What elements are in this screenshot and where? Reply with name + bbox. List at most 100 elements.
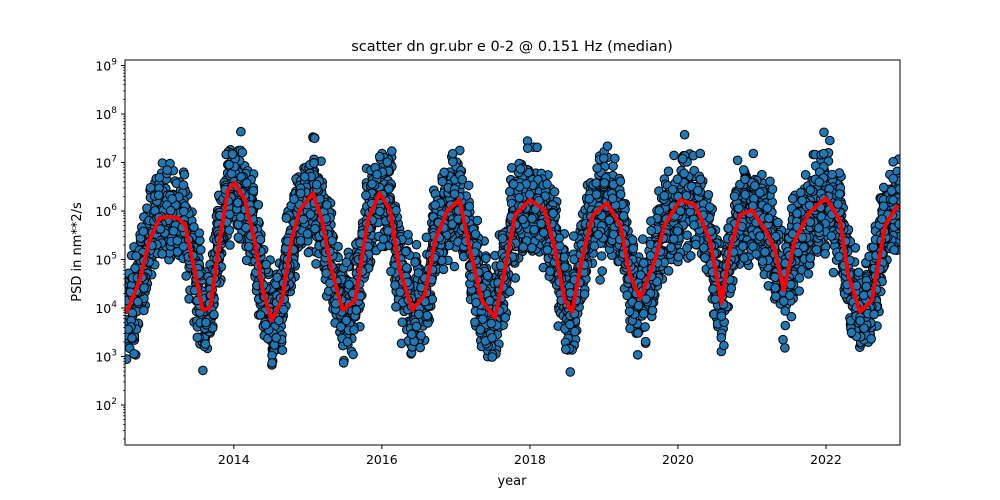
scatter-point	[524, 189, 535, 200]
scatter-point	[374, 151, 385, 162]
scatter-point	[227, 149, 238, 160]
scatter-point	[602, 141, 613, 151]
scatter-point	[785, 290, 795, 301]
scatter-point	[723, 223, 734, 233]
scatter-point	[447, 148, 458, 159]
scatter-point	[618, 211, 629, 221]
scatter-point	[438, 264, 449, 275]
scatter-point	[716, 311, 727, 322]
scatter-point	[565, 319, 575, 330]
scatter-point	[770, 283, 781, 293]
scatter-point	[786, 311, 797, 322]
scatter-point	[767, 184, 778, 194]
scatter-point	[592, 163, 602, 173]
scatter-point	[560, 262, 570, 272]
scatter-point	[750, 181, 760, 191]
scatter-point	[139, 283, 149, 293]
scatter-point	[463, 180, 474, 191]
scatter-point	[139, 305, 149, 316]
scatter-point	[470, 229, 481, 239]
scatter-point	[414, 309, 424, 320]
scatter-point	[416, 330, 426, 341]
scatter-point	[826, 231, 837, 241]
scatter-point	[719, 340, 729, 351]
scatter-point	[597, 266, 608, 276]
scatter-point	[224, 225, 235, 235]
scatter-point	[633, 300, 644, 311]
scatter-point	[570, 326, 580, 337]
scatter-point	[625, 323, 635, 334]
scatter-point	[179, 169, 190, 180]
scatter-point	[673, 252, 684, 262]
scatter-point	[666, 242, 676, 253]
scatter-point	[794, 286, 805, 296]
scatter-point	[778, 334, 788, 345]
scatter-point	[595, 275, 605, 285]
scatter-point	[482, 270, 493, 281]
scatter-point	[397, 317, 408, 328]
scatter-point	[780, 320, 791, 331]
scatter-point	[439, 167, 450, 178]
scatter-point	[765, 176, 775, 187]
scatter-point	[253, 200, 264, 210]
scatter-point	[561, 344, 571, 355]
scatter-point	[565, 367, 576, 377]
scatter-point	[181, 271, 191, 281]
scatter-point	[760, 247, 770, 257]
scatter-point	[309, 133, 320, 143]
chart-title: scatter dn gr.ubr e 0-2 @ 0.151 Hz (medi…	[351, 39, 673, 55]
scatter-point	[333, 241, 343, 252]
scatter-point	[672, 226, 683, 236]
scatter-point	[413, 268, 424, 278]
scatter-point	[198, 365, 208, 376]
scatter-point	[387, 146, 397, 156]
scatter-point	[348, 349, 358, 360]
scatter-point	[828, 267, 839, 278]
scatter-point	[803, 269, 814, 279]
scatter-point	[178, 180, 189, 190]
scatter-point	[593, 229, 604, 240]
scatter-point	[341, 257, 352, 268]
scatter-point	[145, 182, 156, 193]
scatter-point	[138, 226, 149, 237]
scatter-point	[579, 289, 590, 299]
scatter-point	[481, 253, 491, 264]
scatter-point	[338, 358, 349, 368]
scatter-point	[827, 169, 837, 180]
scatter-point	[646, 216, 656, 226]
scatter-point	[646, 225, 657, 236]
scatter-point	[811, 244, 822, 255]
scatter-point	[154, 172, 165, 183]
scatter-point	[395, 287, 406, 298]
scatter-point	[888, 157, 899, 167]
scatter-point	[640, 336, 651, 347]
scatter-point	[632, 350, 643, 360]
scatter-point	[703, 190, 714, 200]
scatter-point	[274, 315, 284, 326]
scatter-point	[401, 263, 412, 273]
scatter-point	[771, 291, 781, 302]
scatter-point	[514, 192, 525, 203]
scatter-point	[800, 170, 811, 180]
scatter-point	[636, 270, 646, 280]
scatter-point	[805, 185, 816, 195]
scatter-point	[411, 239, 422, 250]
scatter-point	[659, 191, 670, 201]
scatter-point	[740, 174, 750, 185]
scatter-point	[375, 206, 385, 217]
scatter-point	[679, 129, 690, 140]
scatter-point	[127, 333, 137, 343]
scatter-point	[549, 187, 560, 197]
scatter-point	[716, 332, 727, 343]
scatter-point	[591, 178, 602, 188]
scatter-point	[361, 190, 371, 201]
scatter-point	[341, 315, 352, 326]
scatter-point	[542, 179, 552, 189]
scatter-point	[311, 259, 321, 269]
scatter-point	[663, 266, 674, 276]
scatter-point	[233, 232, 244, 243]
scatter-point	[303, 247, 314, 258]
scatter-point	[518, 214, 528, 225]
scatter-point	[200, 339, 211, 349]
scatter-point	[795, 187, 806, 198]
